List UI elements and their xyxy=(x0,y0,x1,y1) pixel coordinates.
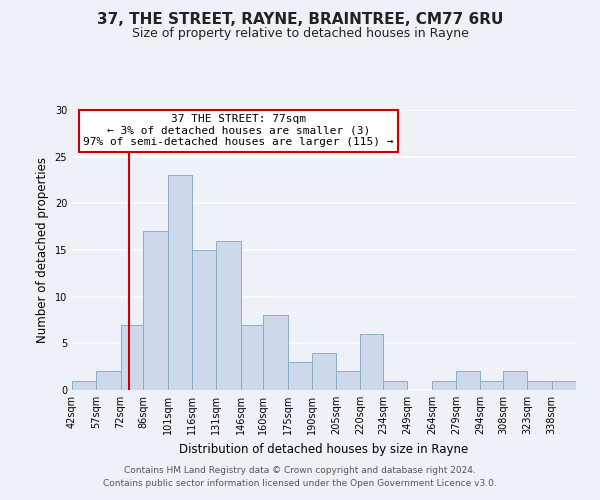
Bar xyxy=(361,334,383,390)
Text: 37 THE STREET: 77sqm
← 3% of detached houses are smaller (3)
97% of semi-detache: 37 THE STREET: 77sqm ← 3% of detached ho… xyxy=(83,114,394,148)
Text: 37, THE STREET, RAYNE, BRAINTREE, CM77 6RU: 37, THE STREET, RAYNE, BRAINTREE, CM77 6… xyxy=(97,12,503,28)
Bar xyxy=(312,352,336,390)
Bar xyxy=(97,372,121,390)
Bar xyxy=(192,250,216,390)
Text: Contains HM Land Registry data © Crown copyright and database right 2024.
Contai: Contains HM Land Registry data © Crown c… xyxy=(103,466,497,487)
Bar xyxy=(503,372,527,390)
Text: Size of property relative to detached houses in Rayne: Size of property relative to detached ho… xyxy=(131,28,469,40)
Bar xyxy=(287,362,312,390)
Bar xyxy=(121,324,143,390)
Bar xyxy=(143,232,167,390)
Bar xyxy=(336,372,361,390)
Bar xyxy=(527,380,551,390)
Bar xyxy=(551,380,576,390)
Bar xyxy=(241,324,263,390)
Bar xyxy=(481,380,503,390)
Bar xyxy=(456,372,481,390)
Bar xyxy=(216,240,241,390)
Bar xyxy=(72,380,97,390)
Bar xyxy=(263,316,287,390)
X-axis label: Distribution of detached houses by size in Rayne: Distribution of detached houses by size … xyxy=(179,442,469,456)
Bar xyxy=(432,380,456,390)
Y-axis label: Number of detached properties: Number of detached properties xyxy=(36,157,49,343)
Bar xyxy=(383,380,407,390)
Bar xyxy=(167,176,192,390)
